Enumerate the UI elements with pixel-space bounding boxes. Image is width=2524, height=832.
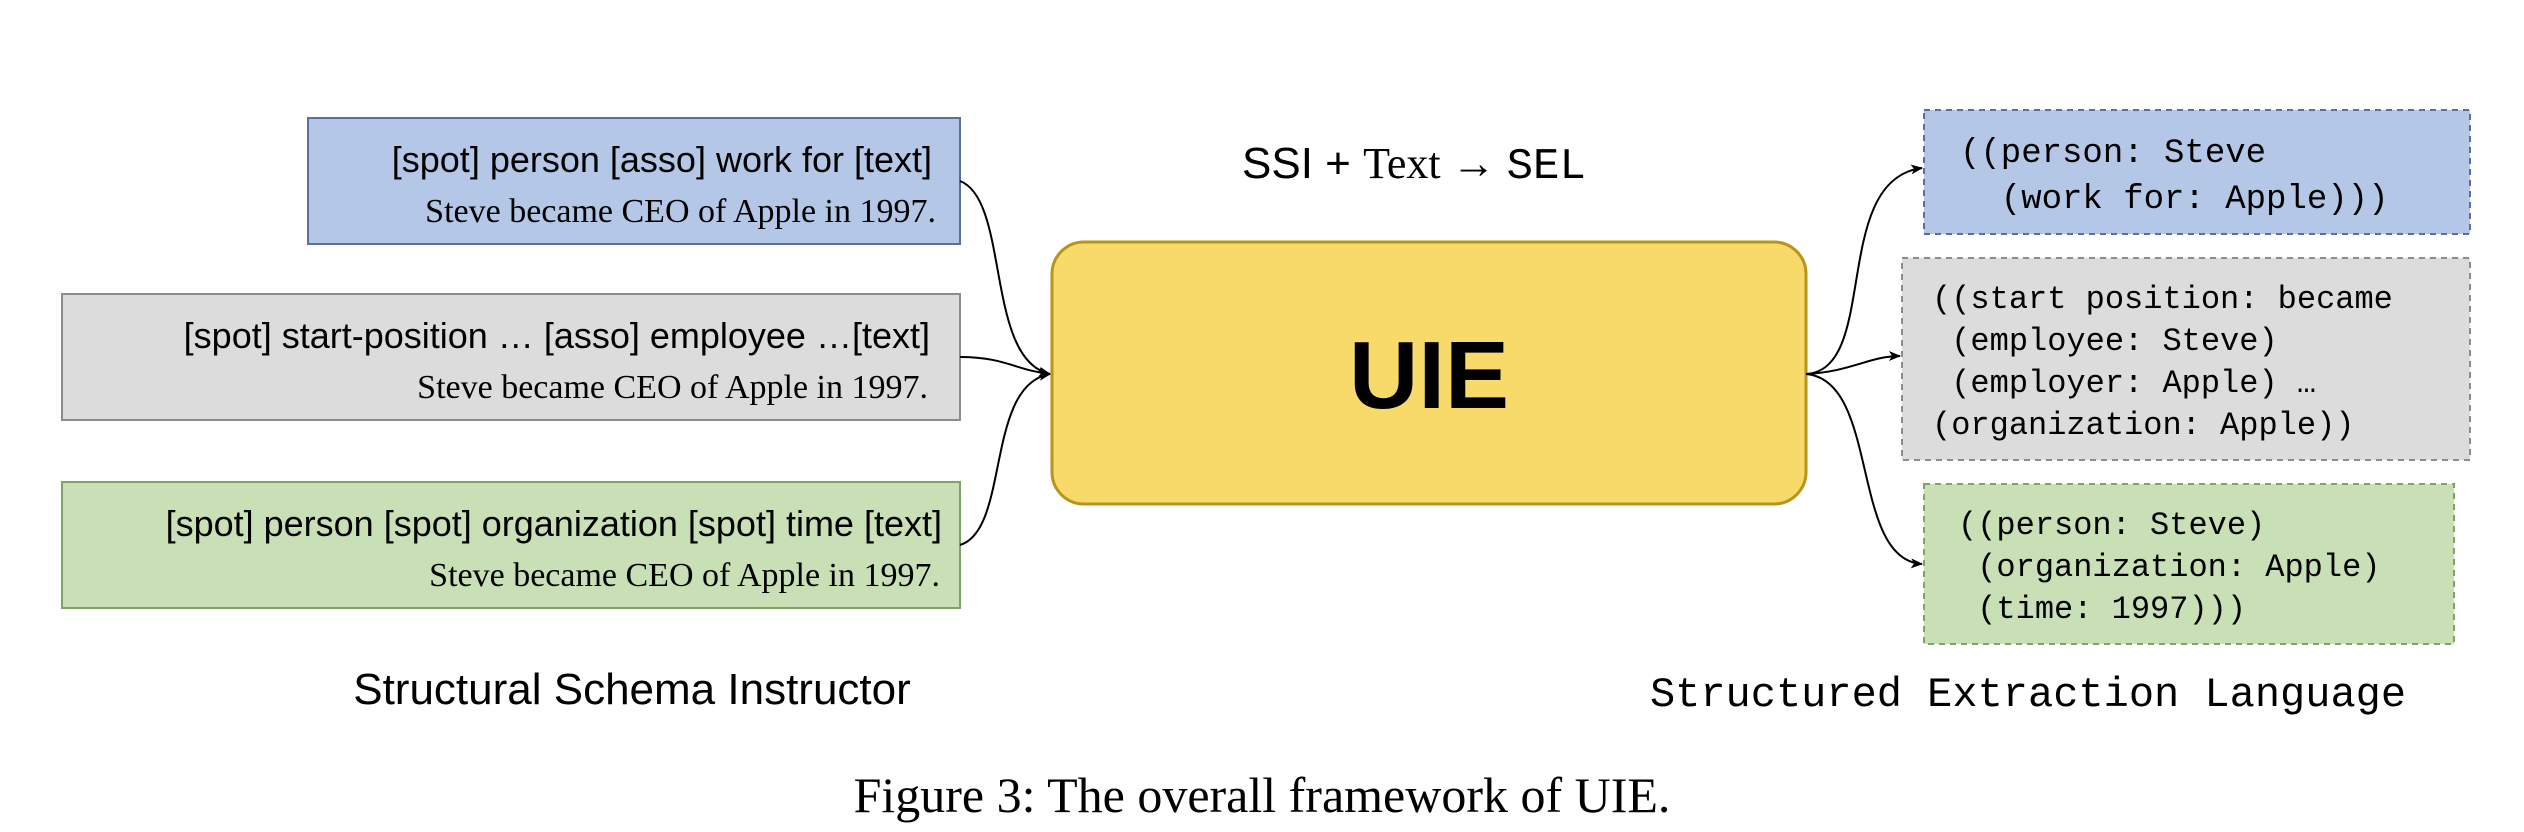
connector-output-3 [1805, 373, 1923, 569]
input-box-2-text: Steve became CEO of Apple in 1997. [417, 369, 928, 406]
output-box-2-line-2: (employee: Steve) [1932, 323, 2278, 360]
connector-input-1 [959, 180, 1051, 377]
output-box-1-line-1: ((person: Steve [1960, 135, 2266, 173]
output-box-1-line-2: (work for: Apple))) [1960, 181, 2388, 219]
connector-output-2 [1805, 351, 1901, 375]
output-box-3-rect [1923, 483, 2455, 645]
input-box-1-rect [307, 117, 961, 245]
input-connectors [959, 180, 1051, 546]
input-box-1-text: Steve became CEO of Apple in 1997. [425, 193, 936, 230]
connector-input-2 [959, 356, 1051, 378]
input-box-1-schema: [spot] person [asso] work for [text] [392, 139, 932, 180]
input-box-2: [spot] start-position … [asso] employee … [61, 293, 961, 421]
output-box-2: ((start position: became (employee: Stev… [1901, 257, 2471, 461]
formula-sel: SEL [1507, 142, 1586, 192]
input-box-3-text: Steve became CEO of Apple in 1997. [429, 557, 940, 594]
output-box-3: ((person: Steve) (organization: Apple) (… [1923, 483, 2455, 645]
output-connectors [1805, 164, 1923, 569]
formula-prefix: SSI + [1242, 139, 1363, 188]
output-box-3-line-3: (time: 1997))) [1958, 591, 2246, 628]
uie-model-label: UIE [1349, 322, 1509, 429]
output-box-1: ((person: Steve (work for: Apple))) [1923, 109, 2471, 235]
output-box-2-line-4: (organization: Apple)) [1932, 407, 2354, 444]
input-box-3-rect [61, 481, 961, 609]
output-box-2-line-1: ((start position: became [1932, 281, 2393, 318]
output-box-1-rect [1923, 109, 2471, 235]
output-box-3-line-1: ((person: Steve) [1958, 507, 2265, 544]
formula-label: SSI + Text → SEL [1242, 139, 1586, 192]
output-box-3-line-2: (organization: Apple) [1958, 549, 2380, 586]
input-box-2-rect [61, 293, 961, 421]
connector-output-1 [1805, 164, 1923, 375]
output-box-2-rect [1901, 257, 2471, 461]
output-box-2-line-3: (employer: Apple) … [1932, 365, 2316, 402]
connector-input-3 [959, 370, 1051, 546]
uie-model-box: UIE [1050, 240, 1808, 506]
formula-arrow: → [1441, 139, 1507, 188]
caption-left: Structural Schema Instructor [353, 665, 911, 714]
input-box-3: [spot] person [spot] organization [spot]… [61, 481, 961, 609]
input-box-1: [spot] person [asso] work for [text] Ste… [307, 117, 961, 245]
figure-caption: Figure 3: The overall framework of UIE. [854, 767, 1671, 823]
formula-text-word: Text [1363, 139, 1441, 188]
input-box-3-schema: [spot] person [spot] organization [spot]… [166, 503, 942, 544]
caption-right: Structured Extraction Language [1650, 671, 2406, 719]
input-box-2-schema: [spot] start-position … [asso] employee … [184, 315, 930, 356]
